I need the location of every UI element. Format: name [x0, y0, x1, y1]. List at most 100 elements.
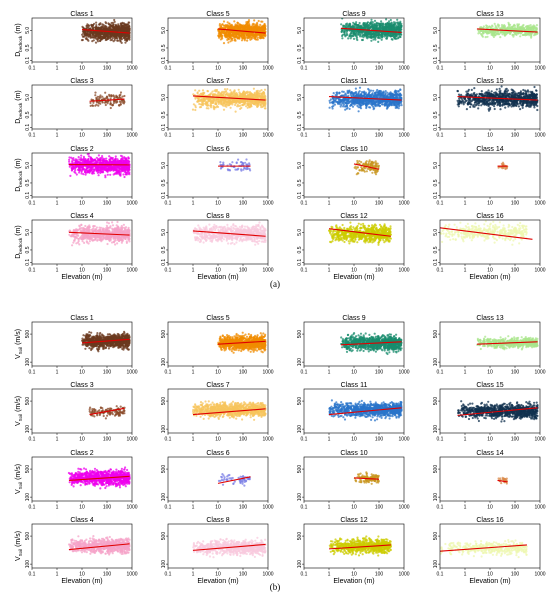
x-tick-label: 10: [487, 66, 493, 72]
data-point: [194, 104, 197, 107]
data-point: [110, 95, 113, 98]
data-point: [363, 27, 367, 30]
data-point: [243, 24, 247, 27]
data-point: [399, 28, 402, 31]
data-point: [239, 95, 243, 98]
data-point: [97, 33, 100, 36]
data-point: [263, 107, 266, 110]
data-point: [249, 28, 252, 31]
data-point: [364, 24, 367, 27]
data-point: [348, 26, 351, 29]
data-point: [81, 33, 84, 36]
panel-title: Class 3: [70, 78, 93, 85]
data-point: [126, 34, 129, 37]
data-point: [263, 94, 267, 97]
x-tick-label: 10: [215, 66, 221, 72]
data-point: [221, 34, 224, 38]
data-point: [211, 90, 214, 93]
data-point: [357, 110, 360, 113]
data-point: [533, 26, 536, 29]
fit-line: [476, 28, 538, 33]
data-point: [212, 106, 215, 109]
data-point: [251, 23, 254, 26]
data-point: [112, 33, 115, 36]
data-point: [259, 100, 262, 103]
data-point: [223, 95, 226, 98]
data-point: [400, 104, 403, 107]
data-point: [520, 27, 523, 30]
data-point: [499, 36, 502, 39]
data-point: [397, 28, 400, 31]
data-point: [128, 21, 131, 24]
x-tick-label: 0.1: [29, 133, 36, 139]
data-point: [524, 29, 528, 32]
data-point: [396, 25, 400, 29]
data-point: [222, 98, 225, 101]
data-point: [392, 35, 395, 38]
data-point: [123, 34, 127, 37]
data-point: [112, 28, 116, 31]
data-point: [211, 101, 214, 104]
data-point: [503, 31, 506, 34]
data-point: [207, 104, 210, 107]
data-point: [109, 103, 112, 106]
data-point: [525, 25, 528, 28]
data-point: [362, 22, 365, 25]
data-point: [395, 24, 398, 27]
data-point: [87, 27, 90, 30]
data-point: [223, 99, 226, 102]
data-point: [380, 38, 383, 41]
data-point: [375, 34, 378, 38]
data-point: [219, 94, 222, 97]
data-point: [340, 23, 343, 26]
data-point: [242, 90, 245, 93]
x-tick-label: 100: [103, 133, 112, 139]
data-point: [217, 29, 220, 32]
data-point: [209, 93, 212, 96]
data-point: [370, 30, 373, 33]
data-point: [229, 31, 232, 35]
data-point: [360, 25, 363, 29]
data-point: [84, 30, 87, 33]
data-point: [247, 33, 250, 36]
y-tick-label: 0.5: [161, 111, 167, 118]
y-label-main: D: [15, 119, 22, 124]
data-point: [191, 108, 195, 111]
y-tick-label: 5.0: [25, 94, 31, 101]
data-point: [234, 92, 237, 95]
data-point: [238, 27, 241, 30]
data-point: [369, 34, 373, 38]
data-point: [352, 37, 356, 41]
data-point: [399, 33, 402, 36]
data-point: [113, 18, 116, 22]
data-point: [493, 33, 496, 36]
data-point: [236, 95, 239, 98]
x-tick-label: 0.1: [301, 66, 308, 72]
data-point: [217, 102, 220, 105]
data-point: [529, 33, 533, 36]
data-point: [241, 24, 244, 27]
data-point: [100, 38, 103, 41]
data-point: [370, 39, 373, 42]
data-point: [124, 26, 127, 29]
data-point: [110, 34, 113, 38]
data-point: [222, 93, 225, 96]
data-point: [385, 24, 388, 27]
data-point: [109, 106, 112, 110]
data-point: [230, 37, 233, 41]
data-point: [113, 20, 116, 23]
panel-title: Class 1: [70, 11, 93, 18]
x-tick-label: 1000: [126, 66, 137, 72]
data-point: [529, 26, 533, 29]
data-point: [488, 31, 491, 34]
data-point: [356, 38, 359, 42]
data-point: [255, 91, 258, 94]
data-point: [388, 22, 391, 25]
data-point: [361, 33, 365, 36]
data-point: [194, 108, 197, 112]
data-point: [217, 34, 220, 37]
panel-title: Class 9: [342, 11, 365, 18]
data-point: [124, 37, 127, 41]
data-point: [257, 93, 261, 96]
